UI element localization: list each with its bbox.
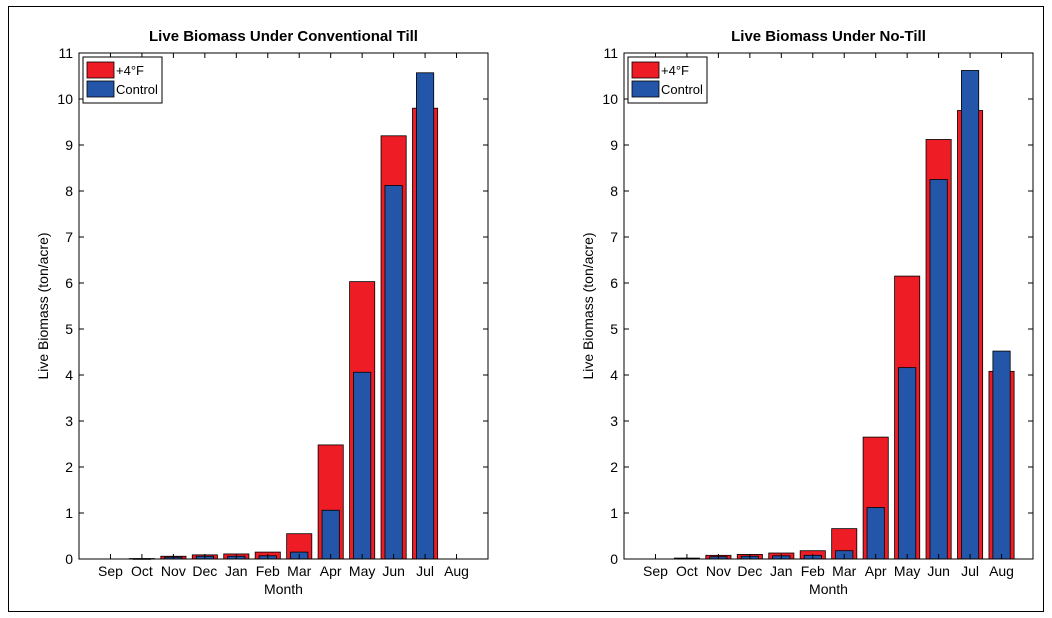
legend-label: +4°F [661, 63, 689, 78]
bar-control-apr [321, 509, 340, 560]
bar-control-apr [866, 507, 885, 560]
y-axis-label: Live Biomass (ton/acre) [580, 232, 596, 379]
x-tick-label: Jul [416, 563, 434, 579]
x-tick-label: Jun [927, 563, 950, 579]
x-tick-label: Dec [192, 563, 217, 579]
legend-swatch-plus4 [86, 61, 115, 79]
plot-area-border [623, 52, 1034, 560]
bar-control-jul [416, 72, 435, 560]
y-tick-label: 2 [610, 459, 618, 475]
x-tick-label: Jan [225, 563, 248, 579]
plot-area-border [78, 52, 489, 560]
bar-control-jul [961, 70, 980, 560]
x-tick-label: Oct [676, 563, 698, 579]
y-tick-label: 2 [65, 459, 73, 475]
x-tick-label: Sep [98, 563, 123, 579]
bar-control-jun [384, 185, 403, 560]
x-tick-label: Nov [161, 563, 186, 579]
y-tick-label: 8 [65, 183, 73, 199]
y-tick-label: 9 [65, 137, 73, 153]
legend-label: Control [661, 82, 703, 97]
x-tick-label: Feb [256, 563, 280, 579]
bar-control-jun [929, 179, 948, 560]
y-tick-label: 4 [65, 367, 73, 383]
x-tick-label: Oct [131, 563, 153, 579]
y-tick-label: 9 [610, 137, 618, 153]
y-tick-label: 10 [602, 91, 618, 107]
y-axis-label: Live Biomass (ton/acre) [35, 232, 51, 379]
bar-control-aug [992, 350, 1011, 560]
chart-title: Live Biomass Under Conventional Till [149, 28, 418, 45]
x-tick-label: Feb [801, 563, 825, 579]
bar-control-may [898, 367, 917, 560]
y-tick-label: 6 [610, 275, 618, 291]
y-tick-label: 3 [610, 413, 618, 429]
x-tick-label: Apr [320, 563, 342, 579]
x-tick-label: Sep [643, 563, 668, 579]
y-tick-label: 7 [610, 229, 618, 245]
figure-frame [8, 6, 1044, 612]
chart-title: Live Biomass Under No-Till [731, 28, 926, 45]
x-tick-label: Aug [444, 563, 469, 579]
y-tick-label: 5 [65, 321, 73, 337]
y-tick-label: 0 [610, 551, 618, 567]
y-tick-label: 5 [610, 321, 618, 337]
legend-swatch-control [86, 80, 115, 98]
y-tick-label: 8 [610, 183, 618, 199]
y-tick-label: 10 [57, 91, 73, 107]
y-tick-label: 1 [65, 505, 73, 521]
bar-control-may [353, 371, 372, 560]
y-tick-label: 1 [610, 505, 618, 521]
x-tick-label: Aug [989, 563, 1014, 579]
y-tick-label: 7 [65, 229, 73, 245]
x-tick-label: Jul [961, 563, 979, 579]
x-tick-label: May [349, 563, 375, 579]
x-tick-label: Jun [382, 563, 405, 579]
legend-label: Control [116, 82, 158, 97]
x-tick-label: Dec [737, 563, 762, 579]
x-tick-label: Apr [865, 563, 887, 579]
x-tick-label: May [894, 563, 920, 579]
legend-label: +4°F [116, 63, 144, 78]
y-tick-label: 11 [58, 45, 73, 61]
x-tick-label: Mar [832, 563, 856, 579]
legend-swatch-plus4 [631, 61, 660, 79]
y-tick-label: 3 [65, 413, 73, 429]
x-tick-label: Jan [770, 563, 793, 579]
y-tick-label: 0 [65, 551, 73, 567]
legend-swatch-control [631, 80, 660, 98]
y-tick-label: 6 [65, 275, 73, 291]
x-axis-label: Month [264, 581, 303, 597]
x-tick-label: Mar [287, 563, 311, 579]
y-tick-label: 4 [610, 367, 618, 383]
y-tick-label: 11 [603, 45, 618, 61]
x-axis-label: Month [809, 581, 848, 597]
x-tick-label: Nov [706, 563, 731, 579]
